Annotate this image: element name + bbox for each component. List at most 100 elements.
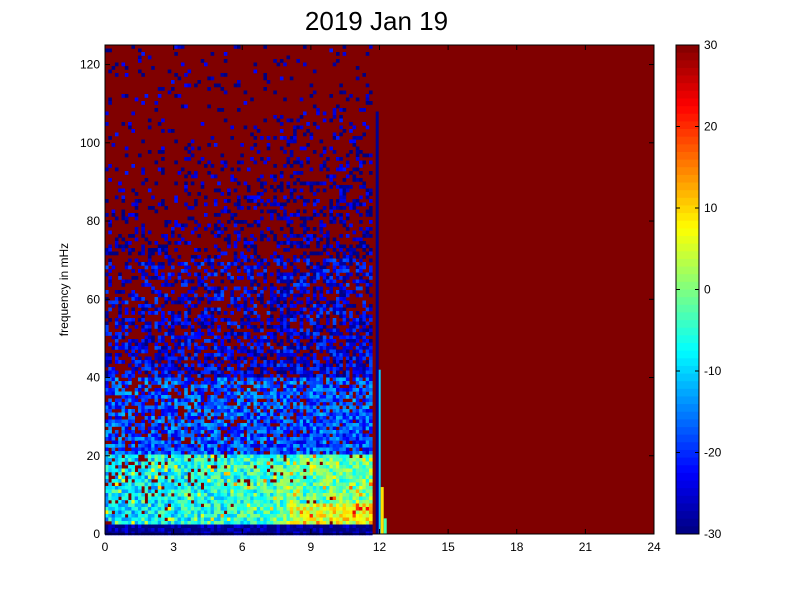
heatmap-cell (171, 517, 175, 522)
heatmap-cell (217, 465, 221, 469)
heatmap-cell (260, 374, 264, 378)
heatmap-cell (171, 412, 175, 417)
heatmap-cell (111, 517, 116, 522)
heatmap-cell (332, 472, 337, 476)
heatmap-cell (319, 524, 324, 529)
heatmap-cell (151, 486, 155, 490)
heatmap-cell (332, 496, 337, 501)
heatmap-cell (187, 517, 192, 522)
heatmap-cell (210, 472, 215, 476)
heatmap-cell (210, 458, 215, 462)
heatmap-cell (154, 426, 159, 431)
heatmap-cell (194, 402, 198, 406)
heatmap-cell (339, 314, 343, 319)
heatmap-cell (266, 332, 271, 336)
heatmap-cell (187, 272, 192, 277)
heatmap-cell (316, 528, 320, 532)
heatmap-cell (121, 510, 126, 515)
heatmap-cell (279, 482, 284, 487)
heatmap-cell (237, 423, 241, 427)
heatmap-cell (167, 514, 172, 518)
heatmap-cell (240, 363, 244, 368)
heatmap-cell (147, 276, 152, 280)
heatmap-cell (279, 395, 284, 399)
heatmap-cell (289, 118, 294, 123)
heatmap-cell (326, 356, 330, 361)
heatmap-cell (144, 468, 149, 473)
heatmap-cell (237, 304, 241, 308)
heatmap-cell (289, 195, 294, 200)
heatmap-cell (253, 405, 258, 410)
heatmap-cell (128, 524, 132, 529)
heatmap-cell (194, 486, 198, 490)
heatmap-cell (237, 531, 241, 536)
heatmap-cell (306, 300, 310, 305)
heatmap-cell (319, 426, 324, 431)
heatmap-cell (253, 444, 258, 448)
heatmap-cell (253, 335, 258, 340)
heatmap-cell (303, 202, 307, 207)
heatmap-cell (342, 129, 347, 133)
heatmap-cell (296, 524, 300, 529)
heatmap-cell (151, 461, 155, 466)
heatmap-cell (200, 510, 205, 515)
heatmap-cell (336, 104, 340, 109)
heatmap-cell (342, 381, 347, 385)
heatmap-cell (161, 510, 165, 515)
heatmap-cell (345, 374, 350, 378)
heatmap-cell (240, 416, 244, 420)
heatmap-cell (213, 479, 218, 483)
heatmap-cell (200, 370, 205, 375)
heatmap-cell (151, 276, 155, 280)
heatmap-cell (157, 507, 162, 511)
heatmap-cell (128, 328, 132, 333)
heatmap-cell (326, 517, 330, 522)
heatmap-cell (303, 440, 307, 445)
heatmap-cell (190, 258, 195, 263)
heatmap-cell (118, 524, 122, 529)
heatmap-cell (147, 230, 152, 235)
heatmap-cell (171, 230, 175, 235)
heatmap-cell (141, 507, 145, 511)
heatmap-cell (260, 423, 264, 427)
heatmap-cell (171, 339, 175, 343)
heatmap-cell (131, 395, 135, 399)
heatmap-cell (319, 227, 324, 231)
heatmap-cell (293, 346, 297, 350)
heatmap-cell (332, 468, 337, 473)
heatmap-cell (171, 356, 175, 361)
heatmap-cell (253, 468, 258, 473)
heatmap-cell (207, 353, 211, 357)
heatmap-cell (151, 517, 155, 522)
heatmap-cell (118, 332, 122, 336)
heatmap-cell (207, 507, 211, 511)
heatmap-cell (233, 430, 238, 434)
heatmap-cell (111, 479, 116, 483)
heatmap-cell (141, 262, 145, 266)
heatmap-cell (128, 479, 132, 483)
heatmap-cell (237, 234, 241, 238)
heatmap-cell (332, 479, 337, 483)
heatmap-cell (213, 272, 218, 277)
heatmap-cell (111, 388, 116, 392)
heatmap-cell (279, 307, 284, 312)
heatmap-cell (312, 440, 317, 445)
heatmap-cell (283, 234, 287, 238)
heatmap-cell (293, 297, 297, 301)
heatmap-cell (157, 353, 162, 357)
heatmap-cell (336, 472, 340, 476)
heatmap-cell (329, 384, 333, 389)
heatmap-cell (312, 454, 317, 459)
heatmap-cell (345, 248, 350, 252)
heatmap-cell (286, 391, 291, 396)
heatmap-cell (329, 493, 333, 497)
heatmap-cell (180, 482, 185, 487)
heatmap-cell (237, 356, 241, 361)
heatmap-cell (128, 241, 132, 245)
heatmap-cell (124, 346, 129, 350)
heatmap-cell (270, 297, 274, 301)
heatmap-cell (154, 300, 159, 305)
heatmap-cell (296, 437, 300, 441)
heatmap-cell (266, 146, 271, 151)
heatmap-cell (303, 363, 307, 368)
